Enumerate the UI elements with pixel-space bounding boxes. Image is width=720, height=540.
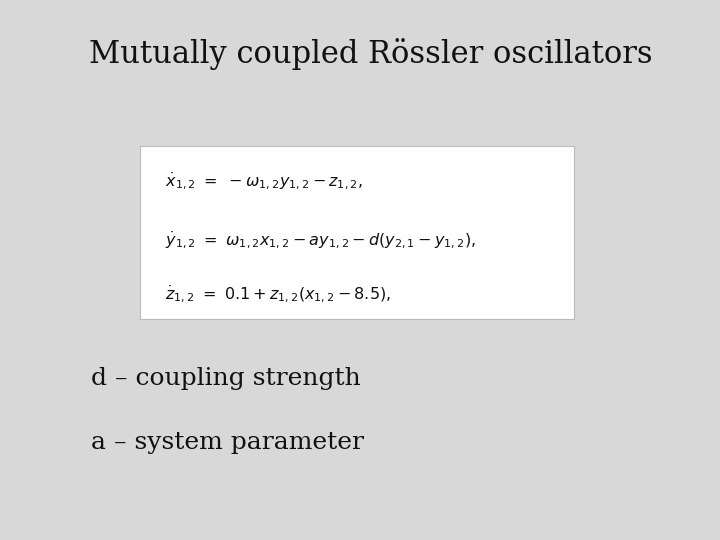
FancyBboxPatch shape <box>140 146 575 319</box>
Text: Mutually coupled Rössler oscillators: Mutually coupled Rössler oscillators <box>89 38 653 70</box>
Text: $\dot{y}_{1,2} \ = \ \omega_{1,2}x_{1,2} - ay_{1,2} - d(y_{2,1} - y_{1,2}),$: $\dot{y}_{1,2} \ = \ \omega_{1,2}x_{1,2}… <box>165 230 475 251</box>
Text: $\dot{x}_{1,2} \ = \ -\omega_{1,2}y_{1,2} - z_{1,2},$: $\dot{x}_{1,2} \ = \ -\omega_{1,2}y_{1,2… <box>165 170 362 192</box>
Text: $\dot{z}_{1,2} \ = \ 0.1 + z_{1,2}(x_{1,2} - 8.5),$: $\dot{z}_{1,2} \ = \ 0.1 + z_{1,2}(x_{1,… <box>165 284 390 305</box>
Text: a – system parameter: a – system parameter <box>91 431 364 454</box>
Text: d – coupling strength: d – coupling strength <box>91 367 361 389</box>
